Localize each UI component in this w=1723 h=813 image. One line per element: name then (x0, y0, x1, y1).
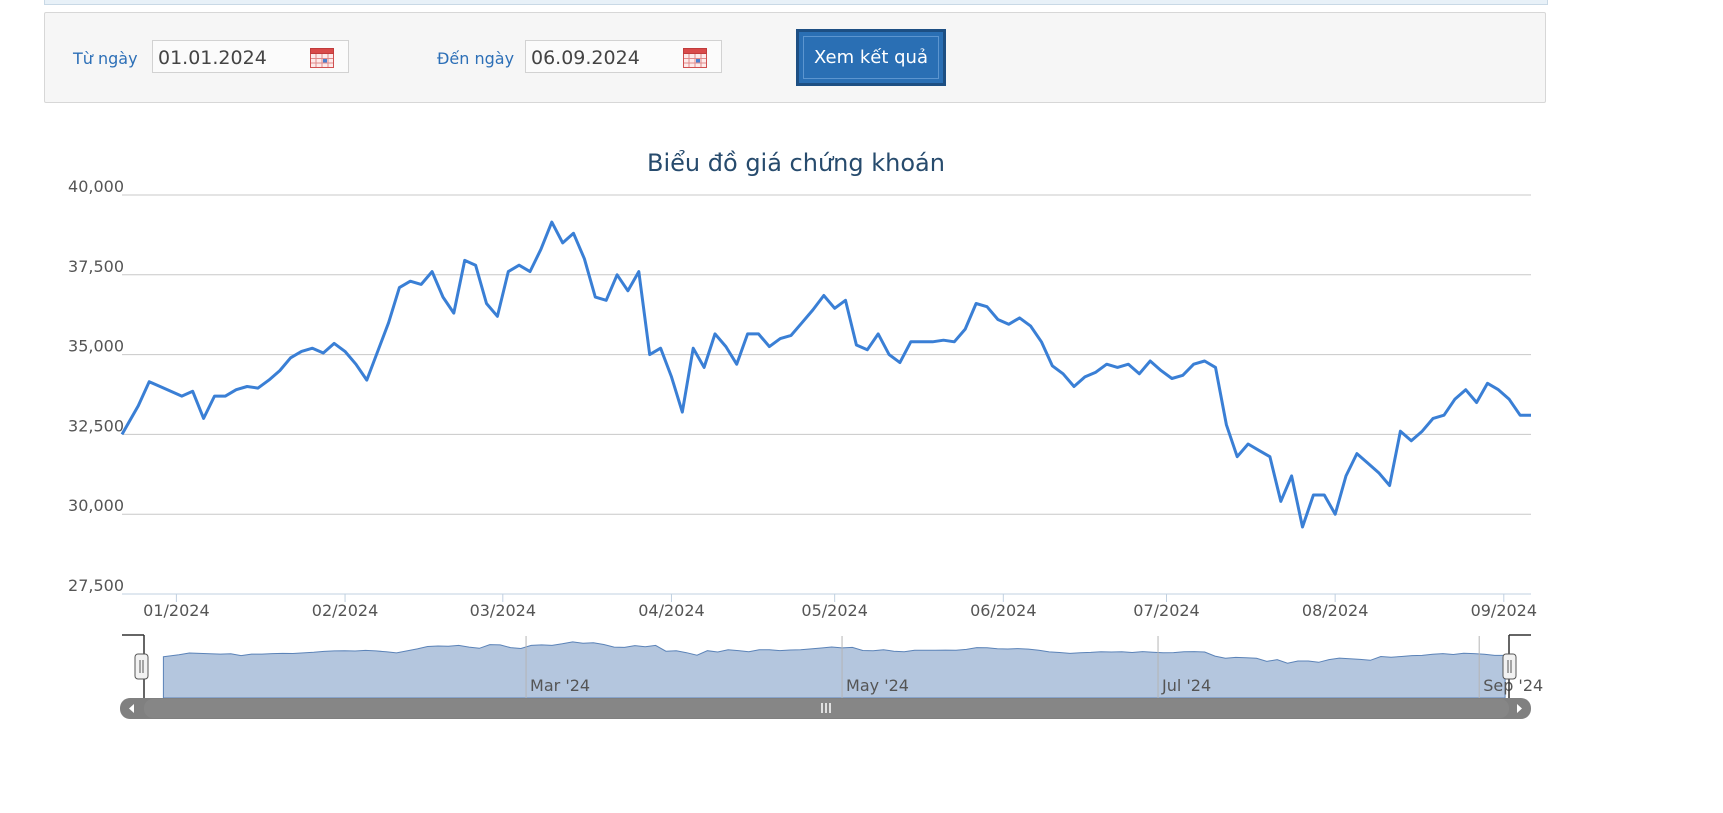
x-tick-label: 08/2024 (1302, 601, 1368, 620)
top-panel-edge (44, 0, 1548, 5)
navigator-left-handle[interactable] (134, 653, 149, 680)
navigator-tick-label: Mar '24 (530, 676, 590, 695)
x-tick-label: 03/2024 (470, 601, 536, 620)
x-tick-label: 05/2024 (801, 601, 867, 620)
plot-area (120, 220, 1531, 529)
y-tick-label: 37,500 (68, 257, 124, 276)
navigator-tick-label: Jul '24 (1161, 676, 1211, 695)
to-date-field[interactable]: 06.09.2024 (525, 40, 722, 73)
from-date-field[interactable]: 01.01.2024 (152, 40, 349, 73)
from-date-value[interactable]: 01.01.2024 (158, 47, 267, 69)
x-tick-label: 06/2024 (970, 601, 1036, 620)
chart-title: Biểu đồ giá chứng khoán (647, 149, 945, 177)
to-date-value[interactable]: 06.09.2024 (531, 47, 640, 69)
y-axis-ticks: 27,500 30,000 32,500 35,000 37,500 40,000 (68, 177, 124, 595)
y-gridlines (122, 194, 1531, 515)
navigator-right-handle[interactable] (1502, 653, 1517, 680)
navigator-area (162, 641, 1506, 699)
navigator-ticks: Mar '24 May '24 Jul '24 Sep '24 (525, 636, 1543, 698)
navigator[interactable]: Mar '24 May '24 Jul '24 Sep '24 (122, 634, 1543, 699)
x-axis-ticks: 01/2024 02/2024 03/2024 04/2024 05/2024 06/20… (143, 594, 1537, 620)
x-tick-label: 09/2024 (1471, 601, 1537, 620)
scrollbar[interactable] (120, 698, 1531, 719)
y-tick-label: 35,000 (68, 337, 124, 356)
to-date-label: Đến ngày (437, 49, 515, 68)
scroll-left-arrow-icon[interactable] (129, 704, 134, 713)
navigator-tick-label: May '24 (846, 676, 909, 695)
y-tick-label: 32,500 (68, 416, 124, 435)
calendar-icon[interactable] (310, 46, 334, 68)
view-results-button[interactable]: Xem kết quả (796, 29, 946, 86)
x-tick-label: 02/2024 (312, 601, 378, 620)
y-tick-label: 30,000 (68, 496, 124, 515)
y-tick-label: 40,000 (68, 177, 124, 196)
x-tick-label: 04/2024 (638, 601, 704, 620)
date-filter-panel: Từ ngày 01.01.2024 Đến ngày 06.09.2024 X… (44, 12, 1546, 103)
x-tick-label: 01/2024 (143, 601, 209, 620)
calendar-icon[interactable] (683, 46, 707, 68)
x-tick-label: 07/2024 (1133, 601, 1199, 620)
scroll-right-arrow-icon[interactable] (1517, 704, 1522, 713)
price-series-line[interactable] (120, 220, 1531, 529)
scroll-grip-icon (821, 703, 831, 713)
y-tick-label: 27,500 (68, 576, 124, 595)
navigator-tick-label: Sep '24 (1483, 676, 1543, 695)
view-results-label[interactable]: Xem kết quả (803, 36, 939, 79)
from-date-label: Từ ngày (73, 49, 138, 68)
